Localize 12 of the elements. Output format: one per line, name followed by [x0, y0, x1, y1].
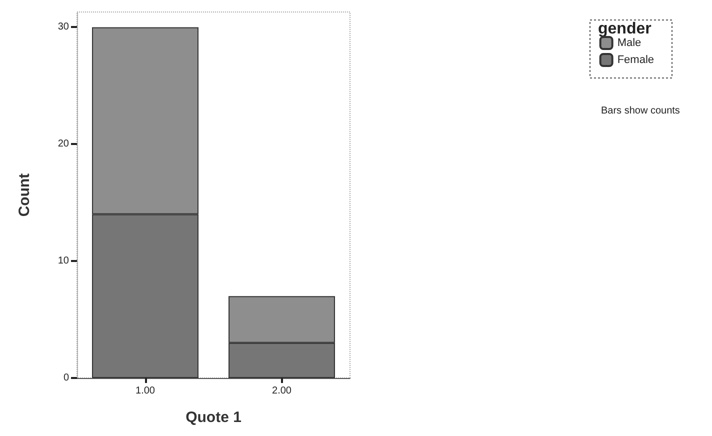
text: Bars show counts	[601, 106, 680, 116]
x-tick-label: 2.00	[272, 386, 292, 396]
y-tick-label: 20	[58, 138, 70, 150]
x-tick-label: 1.00	[136, 386, 156, 396]
legend-label: Male	[617, 37, 642, 49]
legend-label: Female	[617, 54, 654, 66]
y-tick-label: 10	[58, 256, 70, 267]
y-tick-label: 0	[63, 372, 70, 384]
legend-title: gender	[598, 20, 652, 38]
y-axis-title: Count	[16, 173, 33, 217]
y-tick-label: 30	[58, 22, 70, 33]
x-axis-title: Quote 1	[186, 409, 242, 426]
